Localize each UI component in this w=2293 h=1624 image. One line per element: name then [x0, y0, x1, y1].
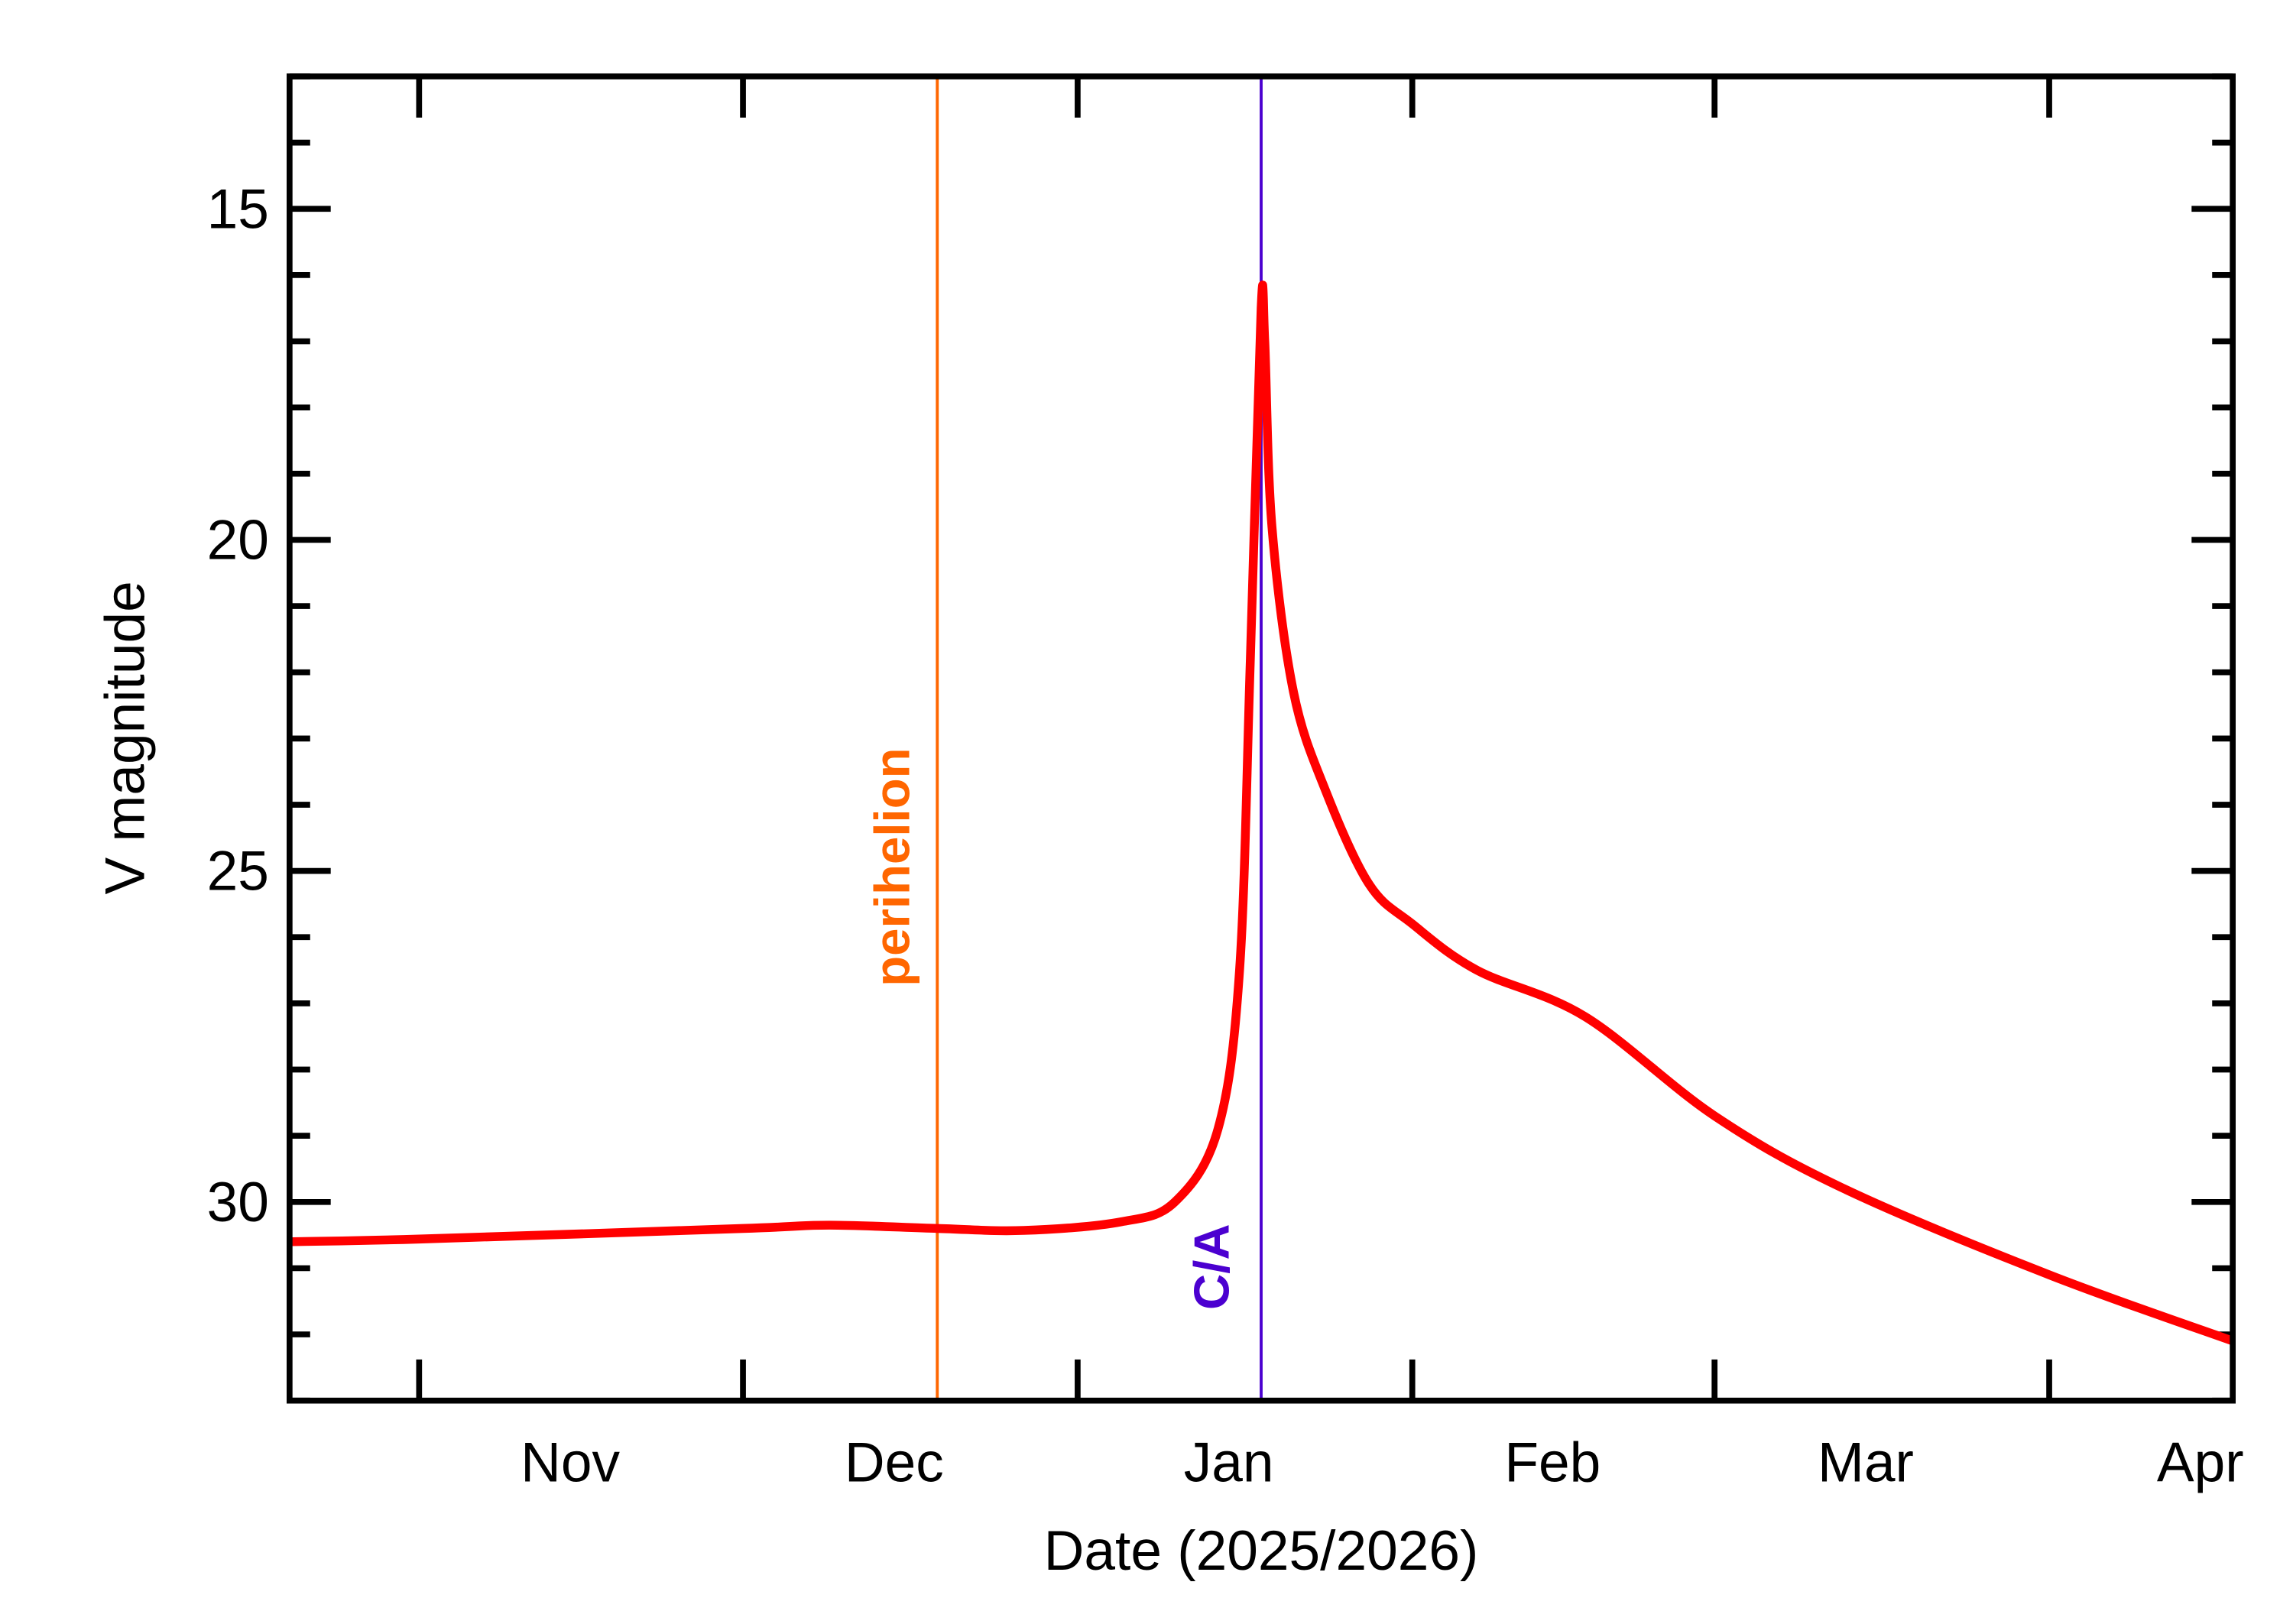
x-tick-label: Apr [2157, 1431, 2244, 1493]
x-axis-label: Date (2025/2026) [1044, 1520, 1479, 1582]
perihelion-label: perihelion [864, 747, 920, 986]
y-axis-label: V magnitude [94, 581, 156, 894]
x-tick-label: Nov [521, 1431, 620, 1493]
x-tick-label: Feb [1504, 1431, 1601, 1493]
plot-frame [287, 73, 2236, 1404]
y-tick-label: 20 [207, 509, 269, 571]
magnitude-curve [289, 280, 2235, 1346]
x-tick-label: Dec [845, 1431, 944, 1493]
y-tick-label: 25 [207, 841, 269, 903]
y-tick-label: 30 [207, 1172, 269, 1233]
y-tick-label: 15 [207, 178, 269, 240]
closest-approach-label: C/A [1184, 1224, 1240, 1310]
x-tick-label: Mar [1818, 1431, 1914, 1493]
x-tick-labels: Nov Dec Jan Feb Mar Apr [521, 1431, 2244, 1493]
x-tick-label: Jan [1184, 1431, 1274, 1493]
y-tick-labels: 15 20 25 30 [207, 178, 269, 1233]
axis-ticks [289, 73, 2233, 1404]
